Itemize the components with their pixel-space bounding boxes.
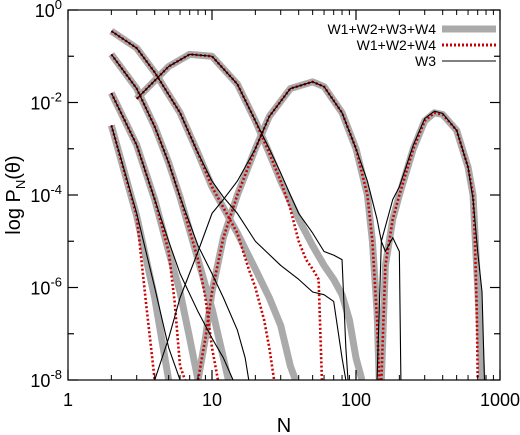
y-tick-label: 10-4: [30, 182, 62, 206]
y-axis-title-sub: N: [13, 180, 28, 189]
x-axis-title: N: [277, 415, 291, 435]
y-tick-label: 100: [35, 0, 62, 21]
series-1: [107, 28, 486, 380]
legend: W1+W2+W3+W4 W1+W2+W4 W3: [327, 21, 496, 69]
series-3-curve-7: [376, 110, 486, 380]
legend-label-2: W1+W2+W4: [357, 37, 437, 53]
series-2-curve-3: [110, 92, 187, 380]
series-3-curve-5: [136, 53, 349, 380]
series-3-curve-3: [110, 92, 234, 380]
y-axis-title-main: log P: [3, 189, 25, 235]
legend-label-3: W3: [415, 53, 436, 69]
series-3: [110, 30, 486, 380]
series-3-curve-2: [110, 54, 250, 380]
x-tick-label: 100: [341, 390, 371, 410]
series-3-curve-4: [110, 125, 181, 380]
series-3-curve-1: [111, 30, 347, 380]
ticks-layer: 1 10 100 1000 100 10-2 10-4 10-6 10-8: [30, 0, 520, 410]
y-axis-title: log PN(θ): [3, 155, 28, 234]
y-tick-label: 10-6: [30, 275, 62, 299]
y-tick-label: 10-2: [30, 90, 62, 114]
y-axis-title-arg: (θ): [3, 155, 25, 179]
y-tick-label: 10-8: [30, 367, 62, 391]
legend-label-1: W1+W2+W3+W4: [327, 21, 436, 37]
x-tick-label: 10: [202, 390, 222, 410]
x-tick-label: 1: [63, 390, 73, 410]
series-2-curve-7: [380, 111, 479, 380]
series-layer: [107, 28, 486, 380]
series-3-curve-6: [154, 81, 402, 380]
x-tick-label: 1000: [480, 390, 520, 410]
plot-frame: [67, 9, 501, 381]
